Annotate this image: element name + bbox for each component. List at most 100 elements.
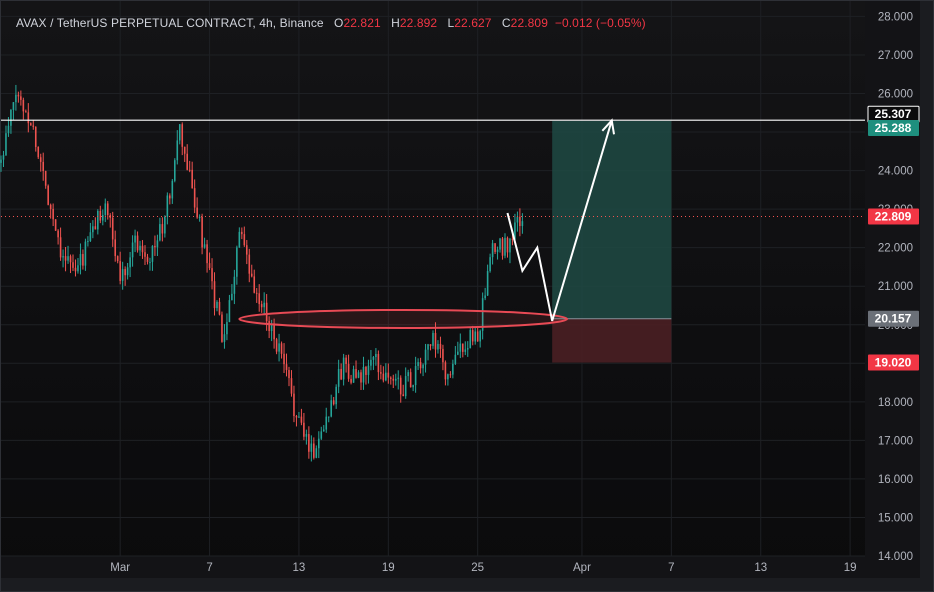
candle-body	[484, 295, 486, 299]
candle-body	[419, 362, 422, 369]
candle-body	[116, 256, 119, 262]
candle-body	[260, 304, 263, 308]
candle-body	[320, 431, 323, 439]
bottom-edge-strip	[1, 578, 933, 591]
plot-area[interactable]	[1, 1, 865, 579]
candle-body	[188, 169, 191, 171]
low-value: 22.627	[454, 16, 492, 30]
candle-body	[52, 208, 54, 220]
candle-body	[64, 256, 67, 261]
candle-body	[32, 125, 35, 127]
candle-body	[360, 372, 362, 383]
candle-body	[141, 245, 144, 253]
candle-body	[173, 160, 176, 181]
candle-body	[327, 416, 330, 418]
candle-body	[357, 372, 360, 378]
candle-body	[424, 349, 427, 365]
candle-body	[238, 231, 241, 248]
candle-body	[94, 226, 97, 230]
candle-body	[370, 359, 372, 366]
candle-body	[161, 224, 164, 234]
price-tag-current	[868, 208, 919, 225]
candle-body	[285, 364, 288, 371]
candle-body	[106, 203, 109, 216]
candle-body	[429, 344, 432, 346]
candle-body	[454, 354, 457, 364]
candle-body	[124, 269, 126, 276]
open-label: O	[334, 16, 344, 30]
candle-body	[191, 169, 193, 189]
y-tick-label: 14.000	[878, 551, 913, 563]
candle-body	[69, 256, 72, 263]
price-axis[interactable]	[865, 1, 920, 579]
candle-body	[20, 96, 22, 100]
candle-body	[437, 343, 439, 350]
candle-body	[479, 330, 481, 342]
x-tick-label: 13	[293, 562, 306, 574]
candle-body	[422, 364, 424, 369]
candle-body	[109, 215, 112, 218]
candle-body	[280, 343, 283, 354]
candle-body	[476, 331, 479, 342]
candle-body	[206, 244, 208, 264]
close-label: C	[501, 16, 511, 30]
y-tick-label: 21.000	[878, 281, 913, 293]
candle-body	[432, 332, 434, 346]
candle-body	[332, 400, 335, 405]
candle-body	[149, 261, 151, 263]
candle-body	[315, 448, 318, 458]
candle-body	[111, 217, 114, 240]
candle-body	[193, 188, 196, 208]
candle-body	[59, 237, 62, 258]
candle-body	[22, 99, 25, 112]
candle-body	[49, 204, 52, 209]
target-zone	[552, 120, 672, 319]
candle-body	[84, 241, 87, 266]
price-tag-label: 20.157	[875, 312, 912, 326]
candle-body	[464, 349, 467, 352]
candle-body	[283, 353, 285, 365]
candle-body	[216, 301, 218, 309]
candle-body	[506, 237, 509, 253]
x-tick-label: 7	[206, 562, 212, 574]
candle-body	[275, 339, 278, 352]
time-axis[interactable]	[1, 556, 865, 578]
candle-body	[82, 254, 84, 266]
candle-body	[273, 323, 275, 340]
candle-body	[439, 343, 442, 349]
candle-body	[154, 245, 156, 248]
y-tick-label: 27.000	[878, 50, 913, 62]
candle-body	[402, 394, 405, 397]
symbol-label[interactable]: AVAX / TetherUS PERPETUAL CONTRACT, 4h, …	[16, 16, 324, 30]
candle-body	[97, 210, 99, 230]
candle-body	[509, 238, 511, 253]
candle-body	[270, 323, 273, 331]
candle-body	[236, 247, 238, 277]
x-tick-label: 25	[471, 562, 484, 574]
candle-body	[228, 300, 231, 323]
candle-body	[121, 269, 124, 281]
candle-body	[57, 230, 59, 238]
y-tick-label: 26.000	[878, 89, 913, 101]
candle-body	[223, 334, 226, 342]
x-tick-label: Mar	[110, 562, 130, 574]
candle-body	[72, 262, 74, 268]
candle-body	[295, 416, 298, 418]
candle-body	[39, 157, 42, 162]
candle-body	[79, 254, 82, 266]
candle-body	[67, 256, 69, 261]
candle-body	[471, 330, 474, 342]
candle-body	[15, 94, 17, 103]
candle-body	[263, 302, 265, 308]
candle-body	[231, 293, 233, 301]
candle-body	[514, 222, 516, 240]
candle-body	[258, 293, 261, 305]
candle-body	[29, 123, 32, 126]
candle-body	[494, 243, 496, 252]
candle-body	[218, 301, 221, 315]
candle-body	[347, 363, 350, 379]
candle-body	[221, 314, 223, 342]
x-tick-label: Apr	[573, 562, 591, 574]
